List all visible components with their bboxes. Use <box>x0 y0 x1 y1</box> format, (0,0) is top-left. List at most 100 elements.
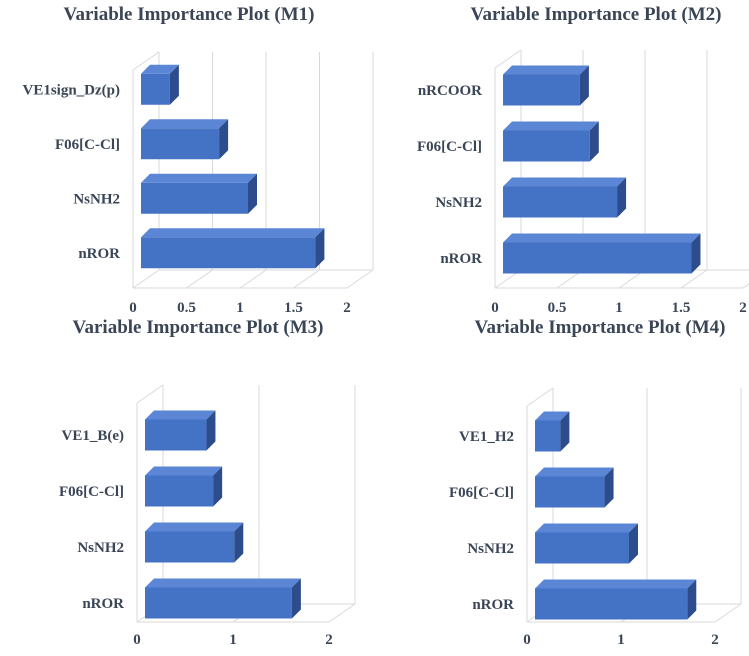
gridline-floor <box>132 269 160 289</box>
category-label: NsNH2 <box>77 540 124 556</box>
bar-front <box>145 419 207 451</box>
category-label: nROR <box>472 597 514 613</box>
gridline-floor <box>186 269 213 289</box>
bar-4 <box>503 233 701 274</box>
gridlines <box>132 51 374 289</box>
left-wall-top <box>136 384 164 404</box>
bar-side <box>687 579 697 620</box>
bar-side <box>691 233 701 274</box>
gridline-floor <box>328 603 356 623</box>
bar-side <box>617 177 627 218</box>
bar-3 <box>535 523 638 564</box>
bar-side <box>560 411 570 452</box>
category-label: F06[C-Cl] <box>449 485 514 501</box>
bar-front <box>503 130 590 162</box>
left-wall-top <box>526 387 554 407</box>
bar-top <box>535 523 638 533</box>
bar-side <box>629 523 638 564</box>
bar-side <box>234 522 244 563</box>
gridline-floor <box>714 603 742 623</box>
bar-top <box>145 522 244 532</box>
bar-side <box>219 119 229 160</box>
category-label: nROR <box>440 251 482 267</box>
category-label: VE1_B(e) <box>62 428 125 444</box>
bar-4 <box>141 228 325 269</box>
category-label: F06[C-Cl] <box>55 137 120 153</box>
bar-3 <box>145 522 244 563</box>
category-label: VE1_H2 <box>459 429 514 445</box>
gridline-floor <box>742 283 749 289</box>
x-tick-label: 2 <box>325 632 333 648</box>
bar-side <box>291 578 301 619</box>
bar-2 <box>503 121 599 162</box>
x-tick-label: 1.5 <box>672 300 691 316</box>
x-tick-label: 0.5 <box>548 300 567 316</box>
category-label: F06[C-Cl] <box>59 484 124 500</box>
bar-side <box>206 410 216 451</box>
x-tick-label: 1.5 <box>284 300 303 316</box>
bar-front <box>503 242 692 274</box>
bar-front <box>535 476 605 508</box>
x-tick-label: 0.5 <box>177 300 196 316</box>
bar-4 <box>145 578 301 619</box>
bar-1 <box>503 65 589 106</box>
bar-top <box>535 467 614 477</box>
bar-side <box>579 65 589 106</box>
x-tick-label: 1 <box>617 632 625 648</box>
bar-side <box>589 121 599 162</box>
bar-2 <box>141 119 229 160</box>
bar-top <box>145 410 216 420</box>
category-label: NsNH2 <box>467 541 514 557</box>
bar-front <box>145 587 292 619</box>
bar-front <box>141 182 248 214</box>
bar-top <box>503 65 589 75</box>
bar-side <box>315 228 325 269</box>
bar-top <box>145 578 301 588</box>
x-tick-label: 1 <box>236 300 244 316</box>
x-tick-label: 2 <box>739 300 747 316</box>
bar-top <box>535 579 697 589</box>
bar-front <box>535 588 688 620</box>
left-wall-top <box>494 49 522 69</box>
x-tick-label: 0 <box>133 632 141 648</box>
bar-top <box>503 233 701 243</box>
category-label: VE1sign_Dz(p) <box>22 82 120 98</box>
bar-side <box>169 64 179 105</box>
bar-1 <box>535 411 570 452</box>
x-tick-label: 2 <box>343 300 351 316</box>
bar-2 <box>145 466 223 507</box>
bar-front <box>145 531 235 563</box>
bar-side <box>213 466 223 507</box>
chart-panel-m4: Variable Importance Plot (M4) 0 1 2 VE1_H2 F0… <box>449 317 742 648</box>
category-label: nRCOOR <box>418 83 482 99</box>
bar-front <box>141 128 220 160</box>
bar-front <box>535 532 629 564</box>
gridline-floor <box>239 269 267 289</box>
bar-top <box>141 228 325 238</box>
category-label: nROR <box>82 596 124 612</box>
bar-top <box>141 119 229 129</box>
bar-top <box>141 64 179 74</box>
bar-3 <box>141 173 257 214</box>
bar-1 <box>141 64 179 105</box>
chart-title: Variable Importance Plot (M4) <box>475 317 726 338</box>
x-tick-label: 1 <box>615 300 623 316</box>
x-tick-label: 0 <box>129 300 137 316</box>
chart-title: Variable Importance Plot (M2) <box>471 4 722 25</box>
gridline-floor <box>293 269 320 289</box>
category-label: NsNH2 <box>435 195 482 211</box>
gridline-floor <box>680 269 708 289</box>
x-tick-label: 0 <box>491 300 499 316</box>
bar-top <box>503 177 627 187</box>
bar-front <box>141 73 170 105</box>
bar-front <box>141 237 316 269</box>
category-label: NsNH2 <box>73 191 120 207</box>
category-label: F06[C-Cl] <box>417 139 482 155</box>
bar-front <box>535 420 561 452</box>
bar-3 <box>503 177 627 218</box>
chart-title: Variable Importance Plot (M1) <box>64 4 315 25</box>
bar-top <box>141 173 257 183</box>
bar-front <box>503 74 580 106</box>
left-wall-top <box>132 51 160 71</box>
